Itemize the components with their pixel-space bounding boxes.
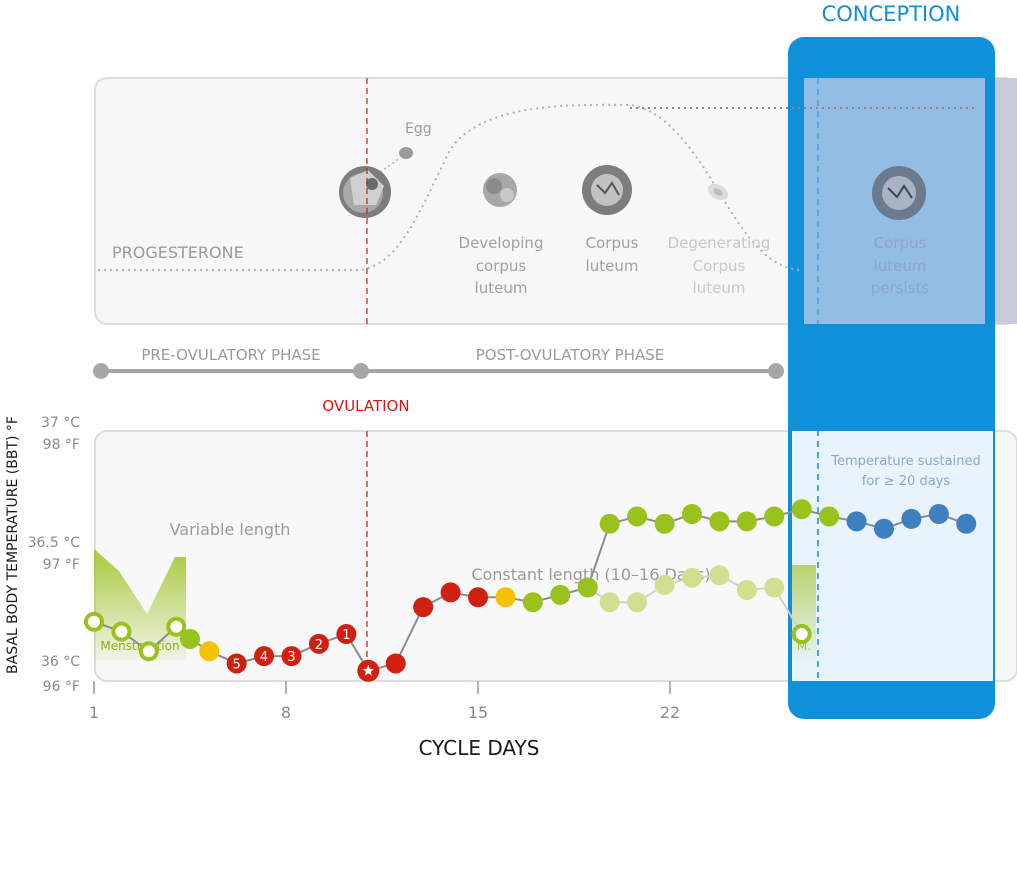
corpus-luteum-label-1: Corpus <box>586 234 639 252</box>
degenerating-label-1: Degenerating <box>668 234 771 252</box>
x-tick-label: 1 <box>89 703 99 722</box>
data-point: 5 <box>226 653 247 674</box>
data-point <box>413 597 434 618</box>
degenerating-corpus-luteum-icon <box>707 183 729 201</box>
constant-length-label: Constant length (10–16 Days) <box>471 565 710 584</box>
corpus-luteum-icon <box>582 165 632 215</box>
ovulation-label: OVULATION <box>322 397 409 415</box>
data-point <box>111 621 132 642</box>
developing-corpus-luteum-icon <box>483 173 517 207</box>
point-label: 1 <box>342 628 350 643</box>
hormone-panel <box>94 77 1017 325</box>
data-point <box>736 511 757 532</box>
point-label: 3 <box>287 650 295 665</box>
conception-luteum-label: luteum <box>874 257 927 275</box>
phase-dot-end <box>768 363 784 379</box>
data-point <box>956 513 977 534</box>
degenerating-label-2: Corpus <box>693 257 746 275</box>
data-point <box>180 628 201 649</box>
x-axis-title: CYCLE DAYS <box>419 736 540 760</box>
point-label: 4 <box>260 650 268 665</box>
sustained-label-2: for ≥ 20 days <box>862 474 951 489</box>
y-ticks: 36 °C 96 °F 36.5 °C 97 °F 37 °C 98 °F <box>28 415 81 695</box>
egg-label: Egg <box>405 121 432 137</box>
data-point: 4 <box>254 646 275 667</box>
corpus-luteum-label-2: luteum <box>586 257 639 275</box>
data-point <box>550 584 571 605</box>
conception-temperature-window <box>792 431 993 681</box>
data-point: 1 <box>336 624 357 645</box>
data-point <box>654 513 675 534</box>
data-point <box>495 587 516 608</box>
data-point <box>791 499 812 520</box>
ruptured-follicle-icon <box>339 166 391 218</box>
x-tick-label: 8 <box>281 703 291 722</box>
y-tick-label-c: 37 °C <box>41 415 80 431</box>
point-label: 5 <box>232 657 240 672</box>
data-point <box>166 616 187 637</box>
data-point <box>654 575 675 596</box>
x-tick-label: 15 <box>468 703 488 722</box>
pre-ovulatory-phase-label: PRE-OVULATORY PHASE <box>141 346 320 364</box>
degenerating-label-3: luteum <box>693 279 746 297</box>
post-ovulatory-phase-label: POST-OVULATORY PHASE <box>476 346 665 364</box>
data-point <box>599 592 620 613</box>
data-point <box>709 565 730 586</box>
data-point <box>846 511 867 532</box>
egg-icon <box>399 147 413 159</box>
y-tick-label-f: 96 °F <box>43 679 80 695</box>
conception-title: CONCEPTION <box>822 2 961 26</box>
phase-dot-ovulation <box>353 363 369 379</box>
data-point: 3 <box>281 646 302 667</box>
data-point <box>84 611 104 632</box>
data-point <box>385 653 406 674</box>
data-point <box>357 659 380 682</box>
data-point <box>440 582 461 603</box>
data-point <box>736 579 757 600</box>
data-point <box>627 506 648 527</box>
sustained-label-1: Temperature sustained <box>830 454 980 469</box>
y-tick-label-c: 36 °C <box>41 654 80 670</box>
data-point <box>791 624 812 645</box>
developing-label-3: luteum <box>475 279 528 297</box>
x-ticks: 1 8 15 22 <box>89 681 680 722</box>
developing-label-1: Developing <box>459 234 544 252</box>
series-layer: 5 4 3 2 1 <box>84 499 977 682</box>
conception-corpus-label: Corpus <box>874 234 927 252</box>
data-point <box>709 511 730 532</box>
developing-label-2: corpus <box>476 257 527 275</box>
x-tick-label: 22 <box>660 703 680 722</box>
data-point <box>764 577 785 598</box>
data-point <box>873 518 894 539</box>
data-point <box>199 641 220 662</box>
data-point: 2 <box>308 633 329 654</box>
y-tick-label-c: 36.5 °C <box>28 535 81 551</box>
y-tick-label-f: 98 °F <box>43 437 80 453</box>
data-point <box>577 577 598 598</box>
data-point <box>681 567 702 588</box>
data-point <box>138 641 159 662</box>
data-point <box>764 506 785 527</box>
data-point <box>928 504 949 524</box>
data-point <box>819 506 840 527</box>
data-point <box>901 508 922 529</box>
variable-length-label: Variable length <box>170 520 291 539</box>
point-label: 2 <box>315 638 323 653</box>
phase-dot-start <box>93 363 109 379</box>
menstruation-area-2 <box>792 565 816 660</box>
persisting-corpus-luteum-icon <box>872 166 926 220</box>
data-point <box>627 592 648 613</box>
data-point <box>468 587 489 608</box>
y-axis-title: BASAL BODY TEMPERATURE (BBT) °F <box>5 416 21 674</box>
y-tick-label-f: 97 °F <box>43 557 80 573</box>
data-point <box>681 504 702 524</box>
data-point <box>522 592 543 613</box>
conception-persists-label: persists <box>871 279 930 297</box>
progesterone-label: PROGESTERONE <box>112 243 244 262</box>
data-point <box>599 513 620 534</box>
